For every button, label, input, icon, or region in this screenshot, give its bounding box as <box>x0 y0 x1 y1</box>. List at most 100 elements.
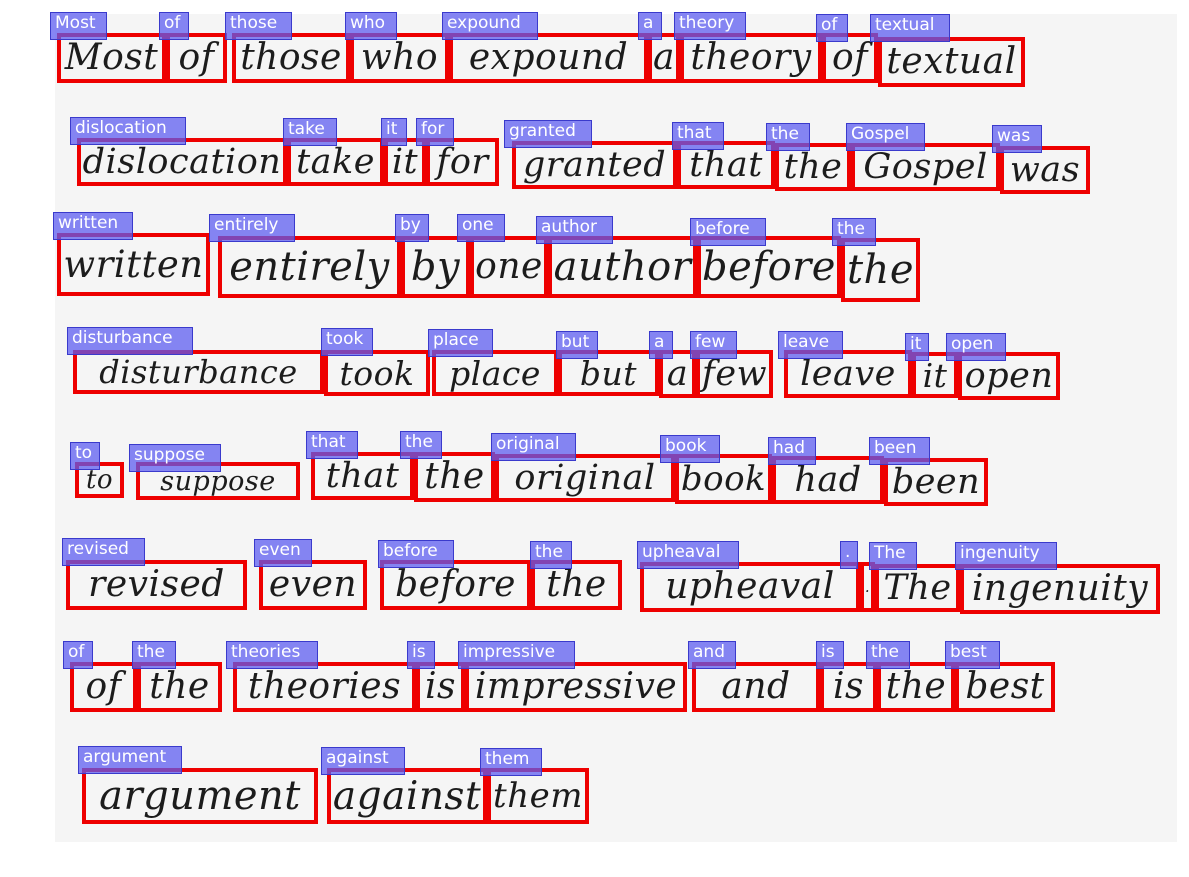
word-label-tag: disturbance <box>67 327 193 355</box>
word-label-tag: argument <box>78 746 182 774</box>
word-bounding-box: of <box>70 662 137 712</box>
word-label-tag: was <box>992 125 1042 153</box>
word-bounding-box: is <box>416 662 465 712</box>
handwritten-word: the <box>424 456 485 497</box>
handwritten-word: granted <box>522 144 667 185</box>
word-bounding-box: written <box>57 233 210 296</box>
handwritten-word: a <box>653 37 675 78</box>
handwritten-word: impressive <box>474 666 678 707</box>
word-label-tag: them <box>480 748 542 776</box>
word-bounding-box: the <box>775 143 851 191</box>
word-bounding-box: the <box>877 662 955 712</box>
word-bounding-box: revised <box>66 560 247 610</box>
word-label-tag: expound <box>442 12 538 40</box>
word-label-tag: who <box>345 12 397 40</box>
handwritten-word: the <box>885 666 947 707</box>
word-bounding-box: it <box>912 352 958 398</box>
handwritten-word: revised <box>88 564 225 605</box>
word-bounding-box: who <box>350 33 449 83</box>
word-bounding-box: that <box>311 452 414 500</box>
handwritten-word: expound <box>468 37 629 78</box>
handwritten-word: Gospel <box>863 146 988 187</box>
word-label-tag: a <box>649 331 673 359</box>
word-label-tag: original <box>491 433 576 461</box>
word-label-tag: by <box>395 214 429 242</box>
word-label-tag: been <box>869 437 930 465</box>
word-bounding-box: is <box>820 662 877 712</box>
word-bounding-box: argument <box>82 768 318 824</box>
word-bounding-box: best <box>955 662 1055 712</box>
handwritten-word: theories <box>247 666 402 707</box>
word-bounding-box: few <box>696 350 773 398</box>
handwritten-word: the <box>149 666 210 707</box>
word-label-tag: ingenuity <box>955 542 1057 570</box>
handwritten-word: entirely <box>229 244 390 290</box>
word-label-tag: that <box>306 431 358 459</box>
word-label-tag: author <box>536 216 613 244</box>
word-bounding-box: them <box>487 768 589 824</box>
handwritten-word: that <box>689 144 763 185</box>
word-label-tag: theories <box>226 641 318 669</box>
word-bounding-box: Gospel <box>851 143 1000 191</box>
word-bounding-box: the <box>137 662 222 712</box>
word-bounding-box: been <box>884 458 988 506</box>
word-bounding-box: theories <box>233 662 416 712</box>
word-bounding-box: before <box>380 560 531 610</box>
word-label-tag: entirely <box>209 214 295 242</box>
word-label-tag: granted <box>504 120 592 148</box>
word-bounding-box: one <box>470 236 548 298</box>
word-bounding-box: . <box>860 562 875 612</box>
handwritten-word: by <box>410 244 461 290</box>
word-label-tag: take <box>283 118 337 146</box>
handwritten-word: dislocation <box>82 141 282 182</box>
handwritten-word: to <box>85 465 114 495</box>
word-label-tag: the <box>832 218 876 246</box>
handwritten-word: The <box>883 567 952 608</box>
handwritten-word: theory <box>690 37 812 78</box>
handwritten-word: suppose <box>160 465 276 497</box>
word-bounding-box: but <box>558 350 659 396</box>
handwritten-word: Most <box>64 37 159 78</box>
word-label-tag: place <box>428 329 493 357</box>
word-label-tag: it <box>381 118 407 146</box>
handwritten-word: the <box>546 564 607 605</box>
word-label-tag: that <box>672 122 724 150</box>
word-bounding-box: was <box>1000 146 1090 194</box>
word-bounding-box: of <box>822 33 878 83</box>
word-label-tag: the <box>132 641 176 669</box>
word-label-tag: The <box>869 542 917 570</box>
word-label-tag: even <box>254 539 312 567</box>
word-label-tag: for <box>416 118 454 146</box>
word-label-tag: is <box>816 641 844 669</box>
handwritten-word: author <box>553 244 692 290</box>
word-bounding-box: author <box>548 236 697 298</box>
handwritten-word: book <box>680 459 767 499</box>
handwritten-word: argument <box>99 773 301 819</box>
word-bounding-box: expound <box>449 33 648 83</box>
handwritten-word: disturbance <box>99 353 298 391</box>
word-label-tag: before <box>378 540 454 568</box>
word-label-tag: dislocation <box>70 117 186 145</box>
word-bounding-box: the <box>531 560 622 610</box>
word-bounding-box: place <box>432 350 558 396</box>
handwritten-word: been <box>891 461 981 502</box>
word-bounding-box: original <box>495 454 675 502</box>
handwritten-word: few <box>701 353 768 394</box>
word-label-tag: the <box>530 541 572 569</box>
word-label-tag: best <box>945 641 1000 669</box>
handwritten-word: is <box>833 666 864 707</box>
handwritten-word: it <box>922 355 948 395</box>
word-bounding-box: those <box>232 33 350 83</box>
handwritten-word: textual <box>886 41 1017 82</box>
word-bounding-box: the <box>414 452 495 502</box>
word-label-tag: the <box>766 123 810 151</box>
word-label-tag: had <box>768 437 816 465</box>
word-bounding-box: leave <box>784 350 912 398</box>
handwritten-word: of <box>85 666 122 707</box>
handwritten-word: but <box>579 353 638 393</box>
word-bounding-box: that <box>677 141 775 189</box>
handwritten-paper <box>55 14 1177 842</box>
word-bounding-box: ingenuity <box>960 564 1160 614</box>
word-label-tag: open <box>946 333 1006 361</box>
